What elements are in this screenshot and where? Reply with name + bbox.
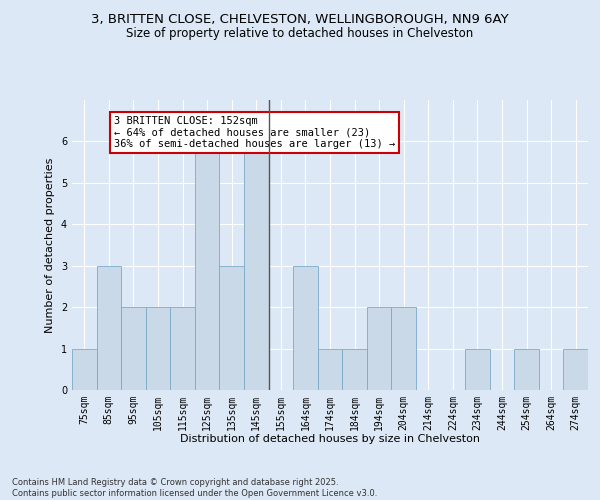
Bar <box>465 348 490 390</box>
Bar <box>514 348 539 390</box>
Bar <box>121 307 146 390</box>
Text: Contains HM Land Registry data © Crown copyright and database right 2025.
Contai: Contains HM Land Registry data © Crown c… <box>12 478 377 498</box>
Y-axis label: Number of detached properties: Number of detached properties <box>46 158 55 332</box>
Bar <box>170 307 195 390</box>
Text: 3 BRITTEN CLOSE: 152sqm
← 64% of detached houses are smaller (23)
36% of semi-de: 3 BRITTEN CLOSE: 152sqm ← 64% of detache… <box>114 116 395 149</box>
X-axis label: Distribution of detached houses by size in Chelveston: Distribution of detached houses by size … <box>180 434 480 444</box>
Bar <box>244 142 269 390</box>
Bar <box>342 348 367 390</box>
Text: Size of property relative to detached houses in Chelveston: Size of property relative to detached ho… <box>127 28 473 40</box>
Bar <box>367 307 391 390</box>
Bar <box>97 266 121 390</box>
Bar <box>146 307 170 390</box>
Bar <box>293 266 318 390</box>
Text: 3, BRITTEN CLOSE, CHELVESTON, WELLINGBOROUGH, NN9 6AY: 3, BRITTEN CLOSE, CHELVESTON, WELLINGBOR… <box>91 12 509 26</box>
Bar <box>318 348 342 390</box>
Bar <box>72 348 97 390</box>
Bar <box>220 266 244 390</box>
Bar <box>195 142 220 390</box>
Bar <box>563 348 588 390</box>
Bar <box>391 307 416 390</box>
